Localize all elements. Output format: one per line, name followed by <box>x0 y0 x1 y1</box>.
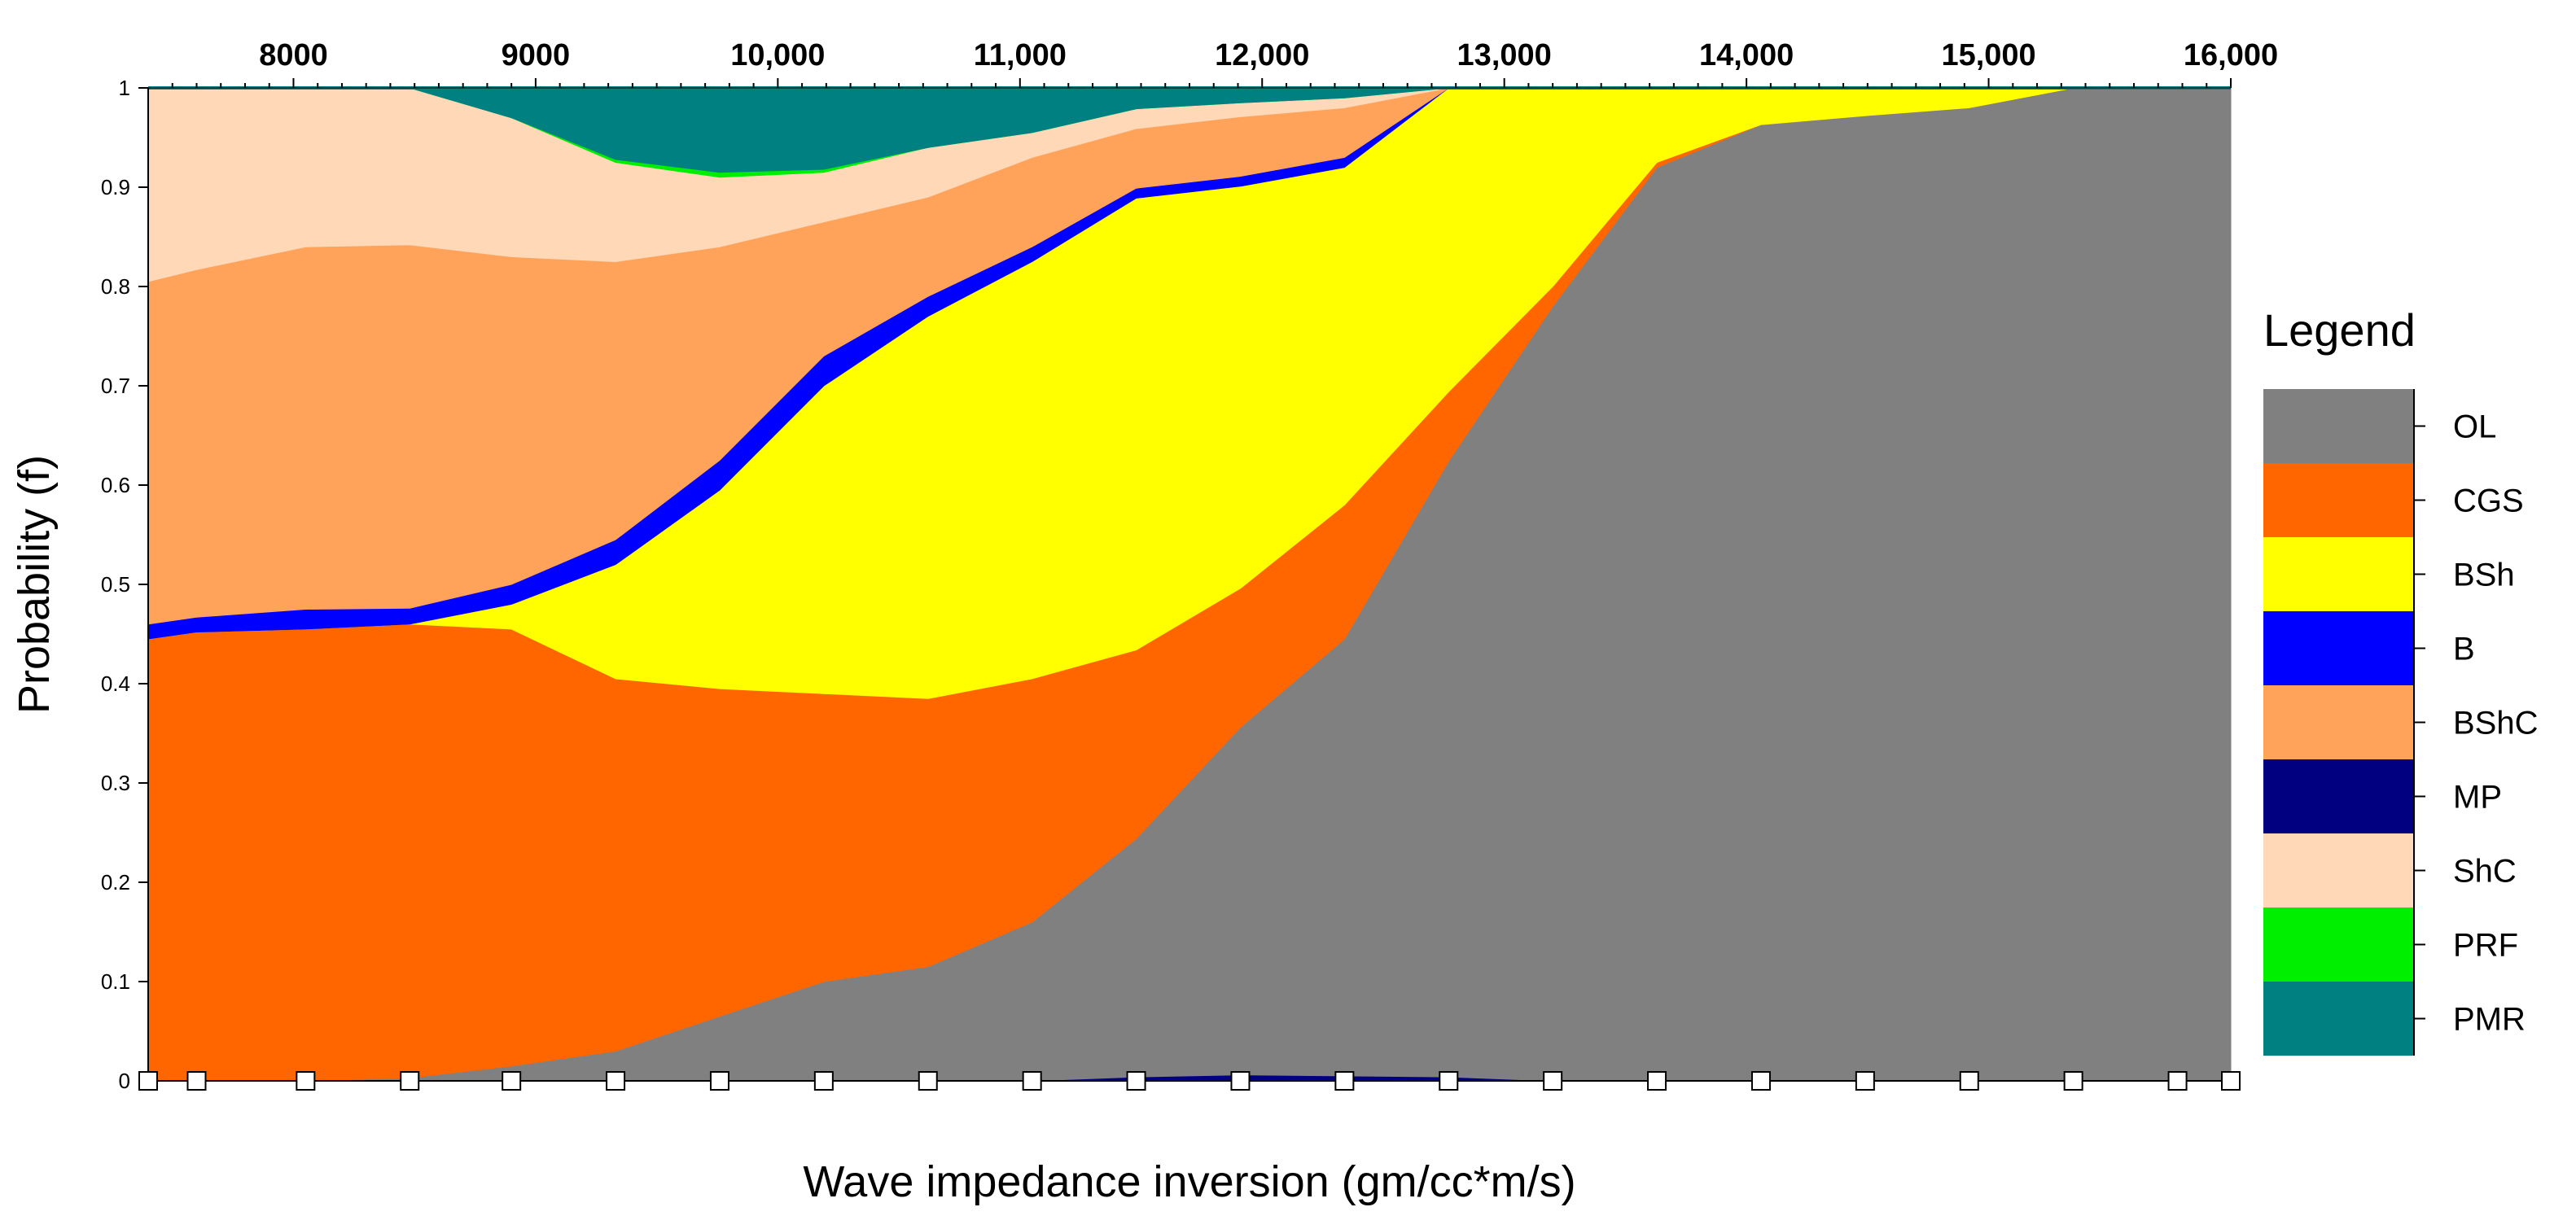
x-tick-label: 14,000 <box>1699 38 1794 72</box>
x-tick-label: 13,000 <box>1457 38 1552 72</box>
legend-items: OL CGS BSh B BShC MP ShC PRF PMR <box>2263 389 2539 1056</box>
x-tick-label: 9000 <box>502 38 571 72</box>
y-tick-label: 0.6 <box>101 473 130 497</box>
sample-marker[interactable] <box>138 1071 158 1091</box>
sample-marker[interactable] <box>813 1071 834 1091</box>
x-tick-label: 10,000 <box>730 38 825 72</box>
y-tick-label: 0.7 <box>101 374 130 398</box>
legend-swatch-pmr <box>2263 982 2414 1056</box>
x-tick-label: 11,000 <box>974 38 1067 72</box>
sample-markers <box>138 1071 2241 1091</box>
legend-swatch-b <box>2263 611 2414 685</box>
sample-marker[interactable] <box>1647 1071 1667 1091</box>
legend-title: Legend <box>2263 304 2416 356</box>
y-tick-label: 0.8 <box>101 274 130 299</box>
legend-label-pmr: PMR <box>2453 1002 2526 1038</box>
y-tick-label: 0.5 <box>101 572 130 597</box>
y-axis-title: Probability (f) <box>10 455 59 714</box>
sample-marker[interactable] <box>186 1071 207 1091</box>
sample-marker[interactable] <box>296 1071 316 1091</box>
y-tick-label: 0.4 <box>101 671 130 696</box>
legend-label-bshc: BShC <box>2453 706 2539 741</box>
sample-marker[interactable] <box>2167 1071 2188 1091</box>
legend-swatch-ol <box>2263 389 2414 463</box>
legend-label-b: B <box>2453 632 2475 667</box>
sample-marker[interactable] <box>1022 1071 1042 1091</box>
sample-marker[interactable] <box>502 1071 522 1091</box>
legend-swatch-mp <box>2263 759 2414 833</box>
sample-marker[interactable] <box>1230 1071 1251 1091</box>
sample-marker[interactable] <box>1439 1071 1459 1091</box>
x-tick-label: 12,000 <box>1215 38 1309 72</box>
area-series-group <box>147 86 2232 1082</box>
legend-swatch-prf <box>2263 908 2414 982</box>
sample-marker[interactable] <box>918 1071 938 1091</box>
legend-swatch-bsh <box>2263 537 2414 611</box>
legend-label-bsh: BSh <box>2453 558 2515 593</box>
legend: Legend OL CGS BSh B BShC MP ShC PRF PMR <box>2263 304 2539 1056</box>
y-tick-label: 0 <box>119 1069 130 1093</box>
x-tick-label: 15,000 <box>1941 38 2035 72</box>
x-tick-label: 8000 <box>259 38 328 72</box>
sample-marker[interactable] <box>1543 1071 1563 1091</box>
y-tick-label: 1 <box>119 76 130 100</box>
y-tick-label: 0.1 <box>101 969 130 994</box>
sample-marker[interactable] <box>709 1071 729 1091</box>
legend-swatch-cgs <box>2263 463 2414 537</box>
sample-marker[interactable] <box>400 1071 420 1091</box>
legend-label-prf: PRF <box>2453 928 2518 964</box>
sample-marker[interactable] <box>606 1071 626 1091</box>
legend-label-shc: ShC <box>2453 854 2517 890</box>
y-tick-label: 0.3 <box>101 771 130 795</box>
legend-label-cgs: CGS <box>2453 483 2524 519</box>
x-axis: 8000 9000 10,000 11,000 12,000 13,000 14,000 15… <box>171 38 2278 88</box>
sample-marker[interactable] <box>2063 1071 2083 1091</box>
y-axis: 0 0.1 0.2 0.3 0.4 0.5 0.6 0.7 0.8 0.9 1 <box>101 76 148 1093</box>
legend-swatch-shc <box>2263 833 2414 908</box>
y-tick-label: 0.9 <box>101 175 130 199</box>
y-tick-label: 0.2 <box>101 870 130 894</box>
sample-marker[interactable] <box>1126 1071 1146 1091</box>
sample-marker[interactable] <box>1959 1071 1979 1091</box>
legend-swatch-bshc <box>2263 685 2414 759</box>
legend-label-mp: MP <box>2453 780 2502 816</box>
x-axis-title: Wave impedance inversion (gm/cc*m/s) <box>803 1157 1575 1206</box>
legend-label-ol: OL <box>2453 409 2496 445</box>
sample-marker[interactable] <box>1334 1071 1355 1091</box>
x-tick-label: 16,000 <box>2184 38 2278 72</box>
sample-marker[interactable] <box>1750 1071 1771 1091</box>
sample-marker[interactable] <box>2221 1071 2241 1091</box>
sample-marker[interactable] <box>1855 1071 1875 1091</box>
